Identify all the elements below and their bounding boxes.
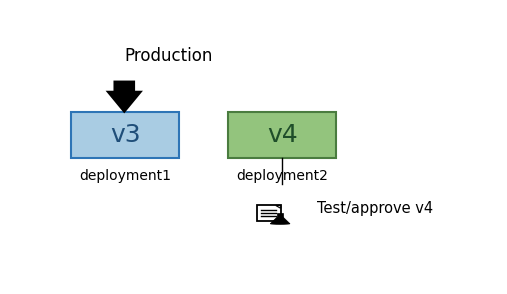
Text: v4: v4 [267,123,298,147]
Polygon shape [276,206,281,208]
FancyBboxPatch shape [257,206,281,220]
Ellipse shape [270,223,290,225]
Text: deployment2: deployment2 [236,169,329,183]
Text: Production: Production [124,47,212,65]
Polygon shape [105,81,143,113]
FancyBboxPatch shape [277,213,283,217]
FancyBboxPatch shape [228,112,337,158]
Polygon shape [270,217,290,224]
Text: v3: v3 [110,123,140,147]
FancyBboxPatch shape [71,112,179,158]
Text: Test/approve v4: Test/approve v4 [317,201,433,216]
Text: deployment1: deployment1 [79,169,171,183]
